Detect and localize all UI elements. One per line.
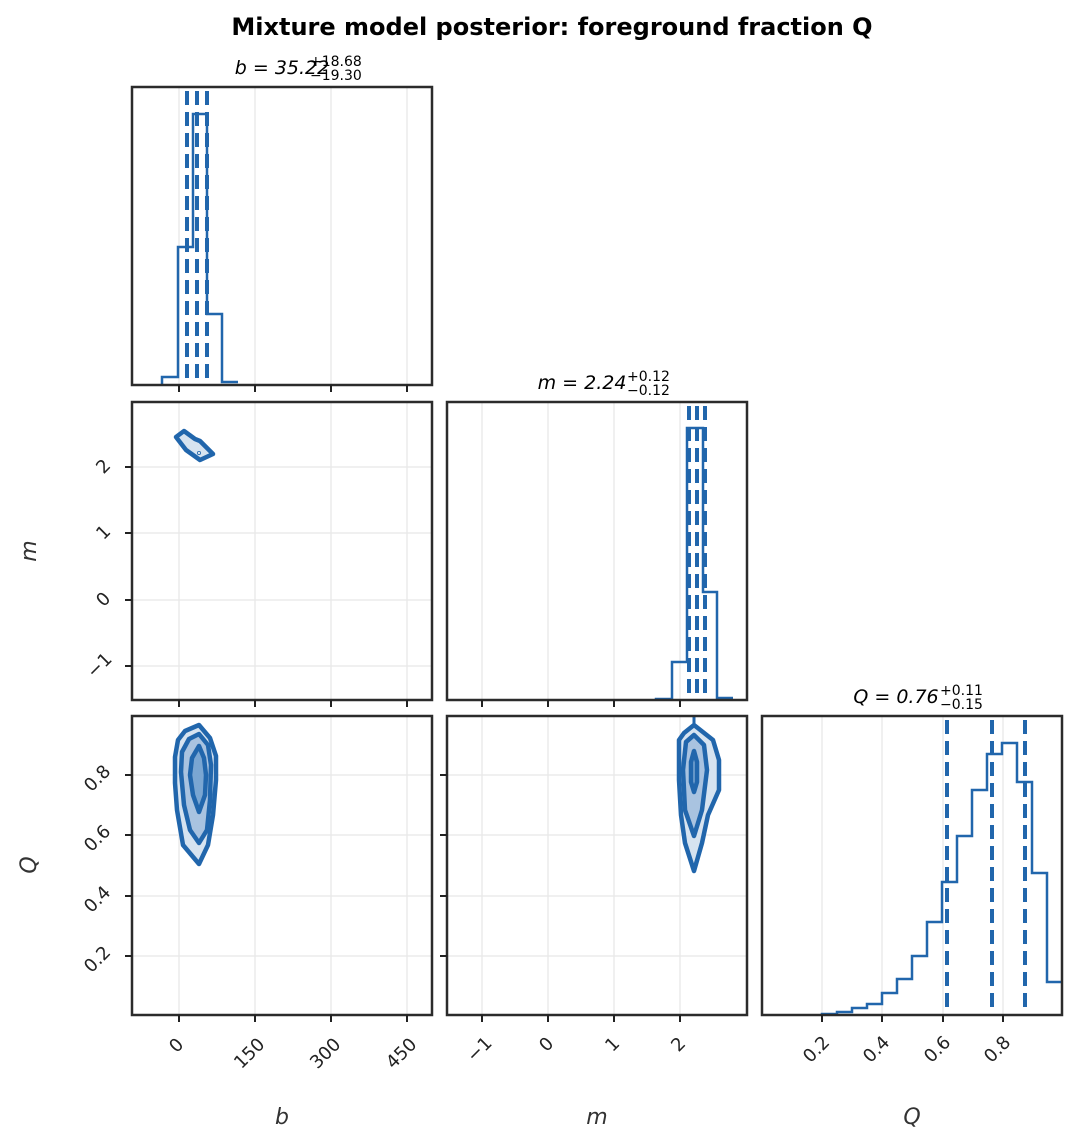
ylabel-m: m xyxy=(17,540,42,561)
histogram-b xyxy=(160,112,238,384)
histogram-m xyxy=(654,426,733,701)
xtick-Q: 0.6 xyxy=(920,1032,955,1067)
ytick-m: 1 xyxy=(92,521,115,544)
ytick-Q: 0.6 xyxy=(80,821,115,856)
xtick-m: −1 xyxy=(463,1033,497,1067)
contour-b-m xyxy=(173,428,216,463)
ylabel-Q: Q xyxy=(17,856,42,873)
ytick-Q: 0.4 xyxy=(80,882,115,917)
contour-m-Q-inner xyxy=(688,748,700,795)
ytick-m: −1 xyxy=(83,649,117,683)
ytick-m: 2 xyxy=(92,455,115,478)
panel-title-b: b = 35.22 xyxy=(235,57,329,79)
panel-title-Q: Q = 0.76 xyxy=(853,686,938,708)
xtick-b: 300 xyxy=(306,1034,345,1073)
xtick-m: 2 xyxy=(667,1033,690,1056)
xtick-Q: 0.4 xyxy=(859,1032,894,1067)
xtick-Q: 0.8 xyxy=(980,1032,1015,1067)
panel-2d-m-Q: −1 0 1 2 m xyxy=(440,714,749,1130)
xlabel-m: m xyxy=(586,1105,607,1130)
xtick-b: 450 xyxy=(382,1034,421,1073)
xtick-m: 1 xyxy=(601,1033,624,1056)
panel-2d-b-Q: 0.8 0.6 0.4 0.2 Q 0 150 300 450 b xyxy=(17,714,434,1130)
xlabel-Q: Q xyxy=(903,1105,920,1130)
panel-title-m-plus: +0.12 xyxy=(627,369,670,385)
ytick-Q: 0.2 xyxy=(80,942,115,977)
ytick-Q: 0.8 xyxy=(80,761,115,796)
panel-title-b-minus: −19.30 xyxy=(310,68,362,84)
xtick-m: 0 xyxy=(535,1033,558,1056)
ytick-m: 0 xyxy=(92,588,115,611)
figure-title: Mixture model posterior: foreground frac… xyxy=(231,13,872,41)
xtick-b: 150 xyxy=(230,1034,269,1073)
contour-b-Q-inner xyxy=(187,743,209,815)
panel-title-m-minus: −0.12 xyxy=(627,383,670,399)
panel-title-m: m = 2.24 xyxy=(538,372,627,394)
panel-hist-Q: Q = 0.76 +0.11 −0.15 0.2 0.4 0.6 0.8 Q xyxy=(760,683,1064,1130)
panel-title-Q-minus: −0.15 xyxy=(940,697,983,713)
histogram-Q xyxy=(820,741,1062,1016)
panel-2d-b-m: 2 1 0 −1 m xyxy=(17,400,434,707)
panel-hist-m: m = 2.24 +0.12 −0.12 xyxy=(445,369,749,707)
panel-title-Q-plus: +0.11 xyxy=(940,683,983,699)
xlabel-b: b xyxy=(275,1105,289,1130)
panel-title-b-plus: +18.68 xyxy=(310,54,362,70)
xtick-Q: 0.2 xyxy=(799,1032,834,1067)
xtick-b: 0 xyxy=(165,1034,188,1057)
panel-hist-b: b = 35.22 +18.68 −19.30 xyxy=(130,54,434,392)
